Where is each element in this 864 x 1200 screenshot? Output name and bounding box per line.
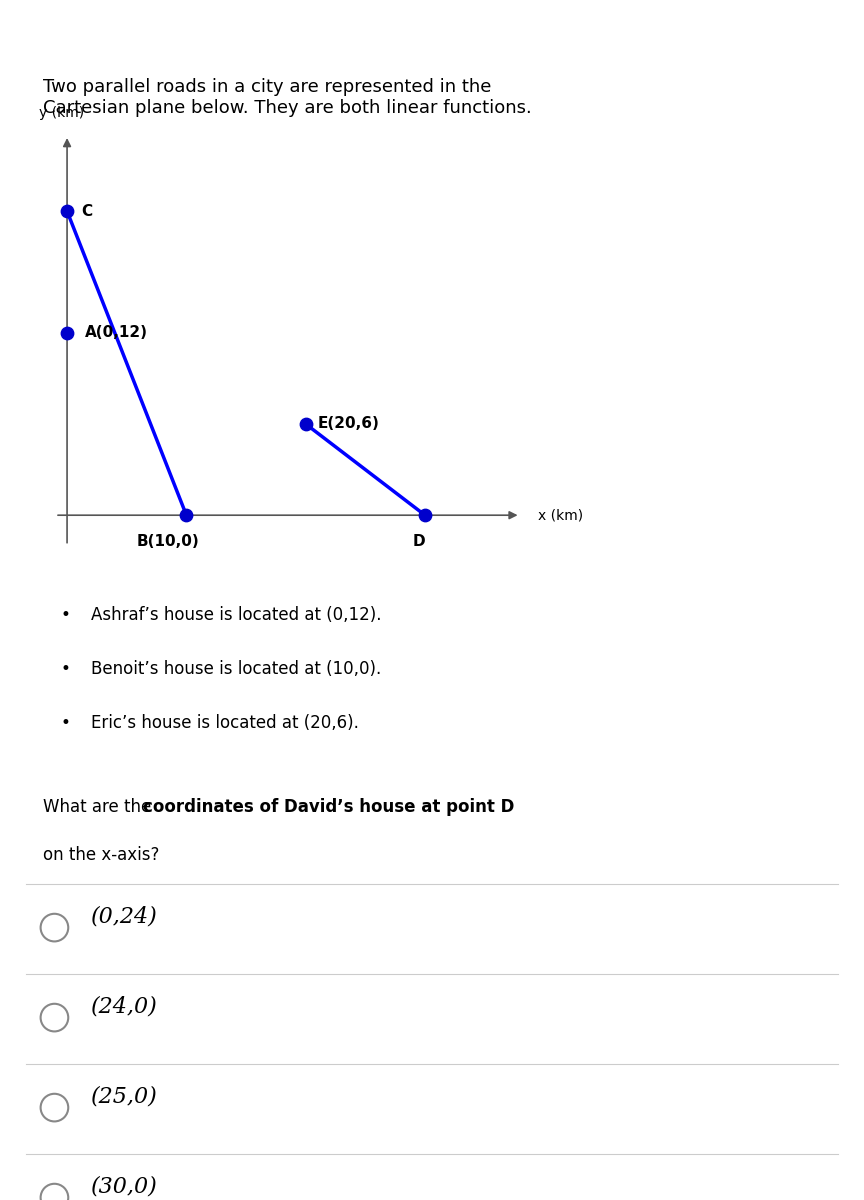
Text: What are the: What are the <box>43 798 156 816</box>
Text: B(10,0): B(10,0) <box>137 534 200 548</box>
Point <box>299 414 313 433</box>
Text: (0,24): (0,24) <box>91 906 157 928</box>
Point <box>180 505 194 524</box>
Text: •: • <box>60 606 70 624</box>
Text: C: C <box>81 204 92 218</box>
Text: Ashraf’s house is located at (0,12).: Ashraf’s house is located at (0,12). <box>91 606 381 624</box>
Text: Eric’s house is located at (20,6).: Eric’s house is located at (20,6). <box>91 714 359 732</box>
Text: •: • <box>60 714 70 732</box>
Text: D: D <box>413 534 425 548</box>
Text: Benoit’s house is located at (10,0).: Benoit’s house is located at (10,0). <box>91 660 381 678</box>
Text: A(0,12): A(0,12) <box>85 325 148 341</box>
Point <box>418 505 432 524</box>
Text: coordinates of David’s house at point D: coordinates of David’s house at point D <box>143 798 514 816</box>
Point <box>60 202 74 221</box>
Text: (24,0): (24,0) <box>91 996 157 1018</box>
Text: y (km): y (km) <box>39 106 84 120</box>
Text: x (km): x (km) <box>538 509 583 522</box>
Text: on the x-axis?: on the x-axis? <box>43 846 160 864</box>
Text: E(20,6): E(20,6) <box>318 416 379 432</box>
Text: (25,0): (25,0) <box>91 1086 157 1108</box>
Text: (30,0): (30,0) <box>91 1176 157 1198</box>
Text: Two parallel roads in a city are represented in the
Cartesian plane below. They : Two parallel roads in a city are represe… <box>43 78 532 116</box>
Text: •: • <box>60 660 70 678</box>
Point <box>60 323 74 342</box>
